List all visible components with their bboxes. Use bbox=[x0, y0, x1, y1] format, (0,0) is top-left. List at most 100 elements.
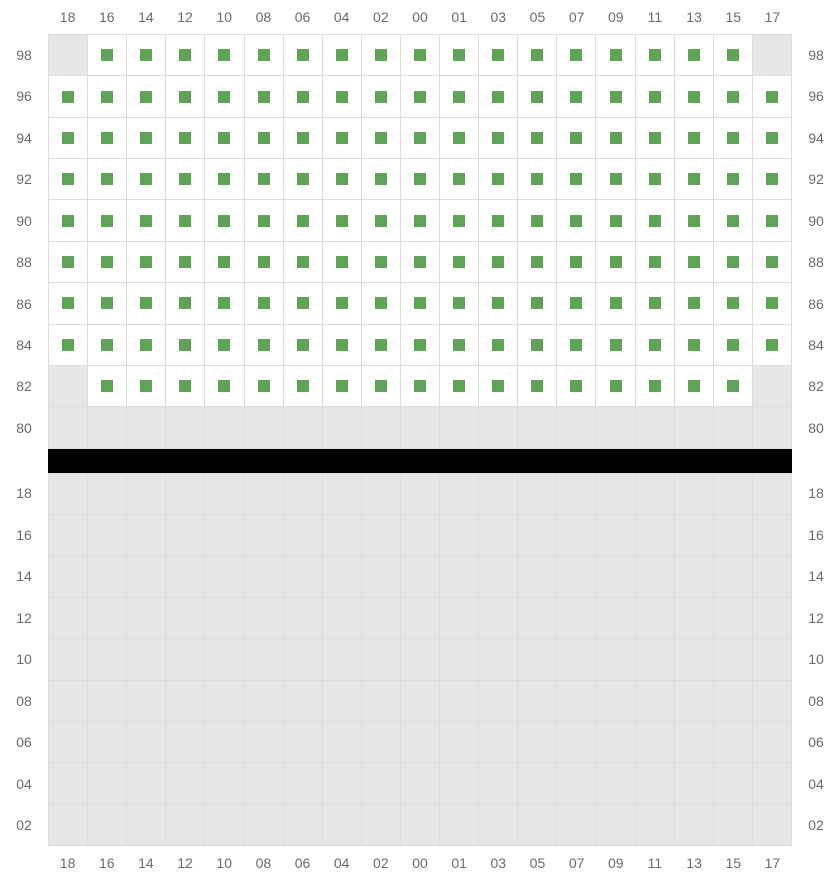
seat-available[interactable] bbox=[284, 118, 323, 159]
seat-available[interactable] bbox=[401, 242, 440, 283]
seat-available[interactable] bbox=[518, 35, 557, 76]
seat-available[interactable] bbox=[245, 200, 284, 241]
seat-available[interactable] bbox=[714, 35, 753, 76]
seat-available[interactable] bbox=[440, 76, 479, 117]
seat-available[interactable] bbox=[518, 325, 557, 366]
seat-available[interactable] bbox=[362, 325, 401, 366]
seat-available[interactable] bbox=[127, 76, 166, 117]
seat-available[interactable] bbox=[518, 76, 557, 117]
seat-available[interactable] bbox=[401, 76, 440, 117]
seat-available[interactable] bbox=[440, 366, 479, 407]
seat-available[interactable] bbox=[518, 242, 557, 283]
seat-available[interactable] bbox=[596, 200, 635, 241]
seat-available[interactable] bbox=[675, 35, 714, 76]
seat-available[interactable] bbox=[518, 159, 557, 200]
seat-available[interactable] bbox=[675, 325, 714, 366]
seat-available[interactable] bbox=[557, 242, 596, 283]
seat-available[interactable] bbox=[479, 76, 518, 117]
seat-available[interactable] bbox=[714, 200, 753, 241]
seat-available[interactable] bbox=[401, 200, 440, 241]
seat-available[interactable] bbox=[362, 76, 401, 117]
seat-available[interactable] bbox=[401, 159, 440, 200]
seat-available[interactable] bbox=[440, 118, 479, 159]
seat-available[interactable] bbox=[245, 242, 284, 283]
seat-available[interactable] bbox=[245, 159, 284, 200]
seat-available[interactable] bbox=[245, 35, 284, 76]
seat-available[interactable] bbox=[49, 118, 88, 159]
seat-available[interactable] bbox=[88, 200, 127, 241]
seat-available[interactable] bbox=[636, 76, 675, 117]
seat-available[interactable] bbox=[596, 283, 635, 324]
seat-available[interactable] bbox=[323, 35, 362, 76]
seat-available[interactable] bbox=[440, 325, 479, 366]
seat-available[interactable] bbox=[557, 76, 596, 117]
seat-available[interactable] bbox=[205, 283, 244, 324]
seat-available[interactable] bbox=[323, 200, 362, 241]
seat-available[interactable] bbox=[714, 283, 753, 324]
seat-available[interactable] bbox=[323, 366, 362, 407]
seat-available[interactable] bbox=[636, 159, 675, 200]
seat-available[interactable] bbox=[596, 118, 635, 159]
seat-available[interactable] bbox=[166, 76, 205, 117]
seat-available[interactable] bbox=[323, 118, 362, 159]
seat-available[interactable] bbox=[636, 118, 675, 159]
seat-available[interactable] bbox=[518, 118, 557, 159]
seat-available[interactable] bbox=[245, 283, 284, 324]
seat-available[interactable] bbox=[127, 242, 166, 283]
seat-available[interactable] bbox=[675, 118, 714, 159]
seat-available[interactable] bbox=[479, 118, 518, 159]
seat-available[interactable] bbox=[284, 283, 323, 324]
seat-available[interactable] bbox=[127, 325, 166, 366]
seat-available[interactable] bbox=[49, 242, 88, 283]
seat-available[interactable] bbox=[284, 159, 323, 200]
seat-available[interactable] bbox=[596, 366, 635, 407]
seat-available[interactable] bbox=[753, 118, 792, 159]
seat-available[interactable] bbox=[205, 366, 244, 407]
seat-available[interactable] bbox=[323, 325, 362, 366]
seat-available[interactable] bbox=[401, 118, 440, 159]
seat-available[interactable] bbox=[127, 283, 166, 324]
seat-available[interactable] bbox=[88, 325, 127, 366]
seat-available[interactable] bbox=[714, 242, 753, 283]
seat-available[interactable] bbox=[245, 366, 284, 407]
seat-available[interactable] bbox=[753, 76, 792, 117]
seat-available[interactable] bbox=[675, 366, 714, 407]
seat-available[interactable] bbox=[714, 76, 753, 117]
seat-available[interactable] bbox=[49, 159, 88, 200]
seat-available[interactable] bbox=[284, 200, 323, 241]
seat-available[interactable] bbox=[753, 242, 792, 283]
seat-available[interactable] bbox=[362, 242, 401, 283]
seat-available[interactable] bbox=[284, 366, 323, 407]
seat-available[interactable] bbox=[753, 325, 792, 366]
seat-available[interactable] bbox=[753, 200, 792, 241]
seat-available[interactable] bbox=[127, 366, 166, 407]
seat-available[interactable] bbox=[636, 35, 675, 76]
seat-available[interactable] bbox=[557, 35, 596, 76]
seat-available[interactable] bbox=[49, 200, 88, 241]
seat-available[interactable] bbox=[166, 283, 205, 324]
seat-available[interactable] bbox=[127, 35, 166, 76]
seat-available[interactable] bbox=[323, 242, 362, 283]
seat-available[interactable] bbox=[362, 159, 401, 200]
seat-available[interactable] bbox=[675, 76, 714, 117]
seat-available[interactable] bbox=[596, 159, 635, 200]
seat-available[interactable] bbox=[49, 76, 88, 117]
seat-available[interactable] bbox=[205, 76, 244, 117]
seat-available[interactable] bbox=[557, 118, 596, 159]
seat-available[interactable] bbox=[362, 200, 401, 241]
seat-available[interactable] bbox=[753, 283, 792, 324]
seat-available[interactable] bbox=[362, 118, 401, 159]
seat-available[interactable] bbox=[88, 76, 127, 117]
seat-available[interactable] bbox=[401, 283, 440, 324]
seat-available[interactable] bbox=[636, 242, 675, 283]
seat-available[interactable] bbox=[166, 118, 205, 159]
seat-available[interactable] bbox=[557, 366, 596, 407]
seat-available[interactable] bbox=[596, 325, 635, 366]
seat-available[interactable] bbox=[479, 159, 518, 200]
seat-available[interactable] bbox=[479, 35, 518, 76]
seat-available[interactable] bbox=[205, 242, 244, 283]
seat-available[interactable] bbox=[166, 325, 205, 366]
seat-available[interactable] bbox=[245, 76, 284, 117]
seat-available[interactable] bbox=[440, 283, 479, 324]
seat-available[interactable] bbox=[88, 35, 127, 76]
